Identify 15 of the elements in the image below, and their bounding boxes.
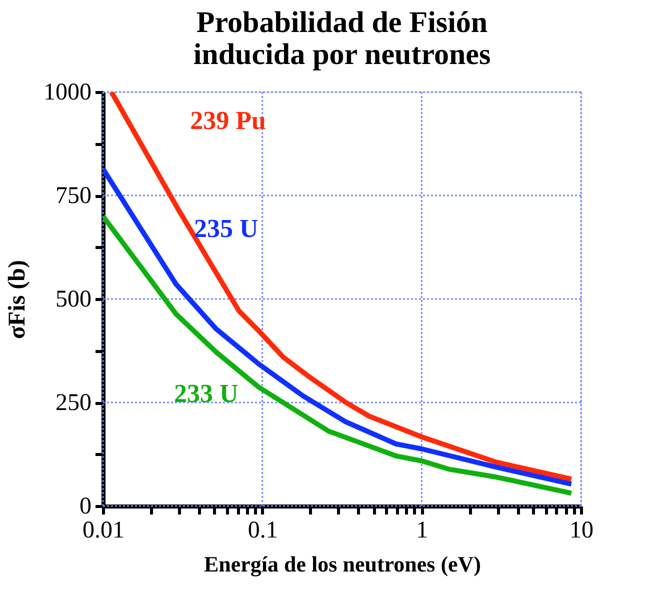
y-tick-label: 1000: [44, 80, 92, 106]
y-tick-label: 250: [56, 390, 92, 416]
y-tick-label: 500: [56, 286, 92, 312]
series-label: 235 U: [194, 214, 258, 244]
x-axis-title: Energía de los neutrones (eV): [204, 552, 482, 576]
y-tick-label: 0: [80, 494, 92, 520]
chart-title: Probabilidad de Fisión inducida por neutrones: [193, 6, 491, 71]
x-tick-label: 0.1: [248, 518, 278, 544]
series-label: 233 U: [174, 378, 238, 408]
x-tick-label: 10: [570, 518, 594, 544]
x-tick-label: 1: [416, 518, 428, 544]
y-tick-label: 750: [56, 183, 92, 209]
x-tick-label: 0.01: [82, 518, 124, 544]
y-axis-title: σFis (b): [4, 260, 30, 340]
series-label: 239 Pu: [190, 106, 266, 136]
